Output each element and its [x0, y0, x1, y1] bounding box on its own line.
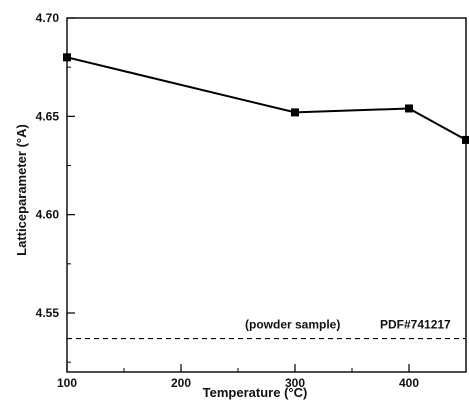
x-tick-label: 100 [57, 376, 77, 390]
reference-annotation-pdf: PDF#741217 [380, 318, 451, 332]
y-tick-label: 4.70 [36, 11, 60, 25]
data-point-marker [291, 108, 299, 117]
reference-layer: (powder sample) PDF#741217 [67, 318, 466, 340]
x-axis-title: Temperature (°C) [203, 385, 308, 400]
y-tick-label: 4.65 [36, 109, 60, 123]
data-point-marker [405, 104, 413, 113]
plot-border [66, 17, 467, 373]
y-tick-label: 4.55 [36, 306, 60, 320]
plot-frame [66, 17, 467, 373]
y-axis-title: Latticeparameter (°A) [14, 124, 29, 256]
series-line [66, 56, 467, 141]
x-axis: 100 200 300 400 [57, 364, 419, 390]
x-tick-label: 200 [171, 376, 191, 390]
series-layer [63, 53, 469, 144]
reference-annotation-powder-sample: (powder sample) [245, 318, 340, 332]
x-tick-label: 300 [285, 376, 305, 390]
data-point-marker [462, 135, 469, 144]
data-point-marker [63, 53, 71, 62]
y-axis: 4.55 4.60 4.65 4.70 [36, 11, 75, 363]
x-tick-label: 400 [399, 376, 419, 390]
y-tick-label: 4.60 [36, 208, 60, 222]
